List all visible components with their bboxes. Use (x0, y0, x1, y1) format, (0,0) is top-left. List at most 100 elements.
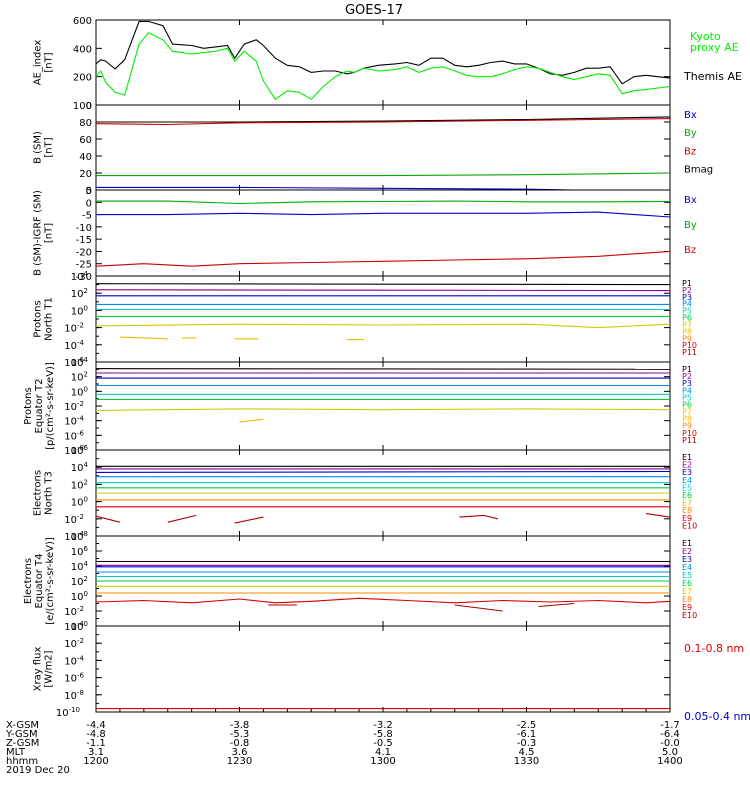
legend-label: P5 (682, 307, 692, 316)
legend-label: E7 (682, 587, 692, 596)
legend-label: 0.1-0.8 nm (684, 642, 744, 655)
y-tick-exponent: 4 (84, 560, 89, 568)
y-tick-exponent: 2 (84, 575, 88, 583)
legend-label: Bx (684, 195, 697, 206)
x-tick-label: 1230 (227, 756, 252, 767)
x-tick-label: -4.8 (86, 729, 106, 740)
y-tick-exponent: -2 (77, 637, 84, 645)
legend-label: P11 (682, 436, 697, 445)
y-tick-label: 100 (71, 496, 88, 509)
x-tick-label: -5.8 (373, 729, 393, 740)
legend-label: P7 (682, 320, 692, 329)
x-tick-label: 1300 (370, 756, 395, 767)
y-tick-exponent: -6 (77, 356, 85, 364)
y-axis-label: [W/m2] (44, 650, 55, 687)
y-axis-label: Protons (23, 387, 34, 424)
series-line-e10c (538, 602, 575, 608)
x-row-label: Z-GSM (6, 738, 39, 749)
y-tick-label: -15 (76, 235, 92, 246)
legend-label: Kyoto (690, 30, 721, 43)
x-tick-label: 3.1 (88, 747, 104, 758)
x-tick-label: -0.0 (660, 738, 680, 749)
legend-label: Bmag (684, 164, 713, 175)
panel-frame (95, 361, 671, 451)
y-tick-label: 0 (86, 186, 92, 197)
x-row-label: MLT (6, 747, 26, 758)
x-tick-label: 5.0 (662, 747, 678, 758)
legend-label: P6 (682, 314, 692, 323)
y-tick-label: 10-2 (64, 605, 84, 618)
y-tick-label: 60 (79, 135, 92, 146)
y-tick-exponent: -4 (77, 620, 85, 628)
y-tick-label: 10-4 (64, 654, 84, 667)
y-tick-label: -30 (76, 272, 92, 283)
legend-label: Bx (684, 110, 697, 121)
legend-label: E1 (682, 453, 692, 462)
y-tick-label: 10-6 (64, 672, 84, 685)
chart-title: GOES-17 (345, 3, 403, 18)
legend-label: By (684, 128, 697, 139)
legend-label: E8 (682, 595, 692, 604)
y-tick-exponent: 4 (84, 270, 89, 278)
y-tick-exponent: -6 (77, 429, 85, 437)
y-tick-label: 80 (79, 118, 92, 129)
y-tick-exponent: 4 (84, 356, 89, 364)
series-line-p1 (96, 368, 670, 370)
panel-frame (95, 625, 671, 713)
series-line-p8a (119, 336, 168, 340)
legend-label: E5 (682, 571, 692, 580)
x-tick-label: 1330 (514, 756, 539, 767)
y-tick-exponent: 6 (84, 444, 89, 452)
legend-label: E6 (682, 491, 692, 500)
y-tick-label: 10-2 (64, 513, 84, 526)
y-axis-label: Protons (33, 300, 44, 337)
y-tick-label: 104 (71, 560, 89, 573)
y-axis-label: [p/(cm²-s-sr-keV)] (45, 362, 56, 450)
series-line-e10b (454, 604, 503, 612)
legend-label: P7 (682, 408, 692, 417)
legend-label: P1 (682, 365, 692, 374)
series-line-e9 (96, 597, 670, 604)
y-axis-label: AE_index (33, 40, 44, 86)
y-tick-label: -5 (82, 211, 92, 222)
x-tick-label: -0.8 (230, 738, 250, 749)
y-tick-label: 0 (86, 101, 92, 112)
legend-label: E8 (682, 506, 692, 515)
y-tick-label: 400 (73, 44, 92, 55)
y-tick-label: 106 (71, 444, 89, 457)
legend-label: P9 (682, 334, 692, 343)
y-tick-label: 10-10 (56, 706, 80, 719)
x-tick-label: -0.3 (517, 738, 537, 749)
legend-label: E9 (682, 603, 692, 612)
legend-label: E10 (682, 521, 697, 530)
y-tick-exponent: -4 (77, 654, 85, 662)
y-tick-exponent: 6 (84, 545, 89, 553)
series-line-e10a (96, 515, 121, 523)
y-axis-label: North T1 (44, 297, 55, 341)
y-tick-label: 40 (79, 152, 92, 163)
y-tick-exponent: -2 (77, 513, 84, 521)
y-tick-label: 10-8 (64, 689, 84, 702)
y-axis-label: B (SM) (33, 131, 44, 164)
y-axis-label: Electrons (23, 558, 34, 604)
y-tick-exponent: 0 (84, 620, 88, 628)
legend-label: P4 (682, 300, 692, 309)
x-tick-label: -2.5 (517, 720, 537, 731)
y-tick-exponent: -4 (77, 339, 85, 347)
legend-label: P4 (682, 386, 692, 395)
y-tick-exponent: -6 (77, 672, 85, 680)
legend-label: E1 (682, 539, 692, 548)
series-line-p8 (239, 418, 264, 423)
y-tick-label: 102 (71, 575, 88, 588)
series-line-e10e (646, 513, 670, 518)
panel-frame (95, 19, 671, 106)
y-tick-label: 100 (71, 590, 88, 603)
y-tick-label: 20 (79, 169, 92, 180)
y-tick-label: 100 (73, 101, 92, 112)
x-tick-label: -3.8 (230, 720, 250, 731)
x-row-label: 2019 Dec 20 (6, 765, 70, 776)
y-axis-label: [nT] (44, 223, 55, 243)
panel-bigrf: 50 -5-10-15-20 -25-30 B (SM)-IGRF (SM) [nT] B… (33, 186, 697, 283)
